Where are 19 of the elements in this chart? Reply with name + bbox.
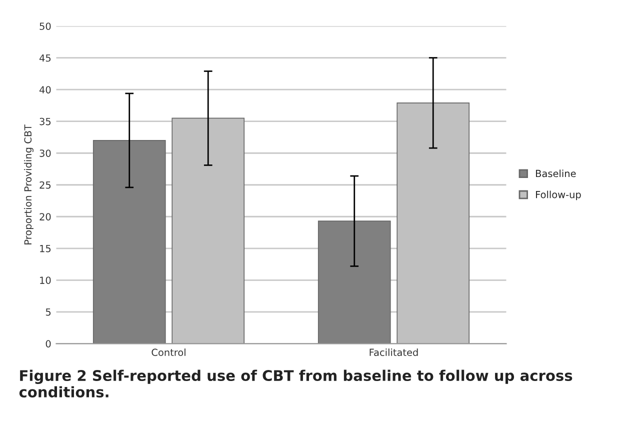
y-tick-label: 50 <box>40 22 51 30</box>
y-tick-label: 10 <box>40 276 51 284</box>
y-axis-title: Proportion Providing CBT <box>24 124 34 244</box>
y-tick-label: 20 <box>40 213 51 220</box>
legend-label: Follow-up <box>536 190 581 200</box>
caption: Figure 2 Self-reported use of CBT from baseline to follow up across conditions. <box>19 370 572 398</box>
bar <box>318 220 391 344</box>
y-tick-label: 5 <box>46 308 51 316</box>
y-tick-label: 40 <box>39 86 51 94</box>
bar <box>92 140 166 344</box>
y-tick-label: 45 <box>39 54 51 62</box>
y-tick-label: 15 <box>40 244 51 252</box>
legend-label: Baseline <box>536 170 576 178</box>
y-tick-label: 30 <box>40 150 51 157</box>
x-tick-label: Control <box>152 348 186 356</box>
x-tick-label: Facilitated <box>370 348 418 356</box>
y-tick-label: 35 <box>40 118 51 126</box>
y-tick-label: 0 <box>46 340 51 348</box>
y-tick-label: 25 <box>40 181 51 189</box>
